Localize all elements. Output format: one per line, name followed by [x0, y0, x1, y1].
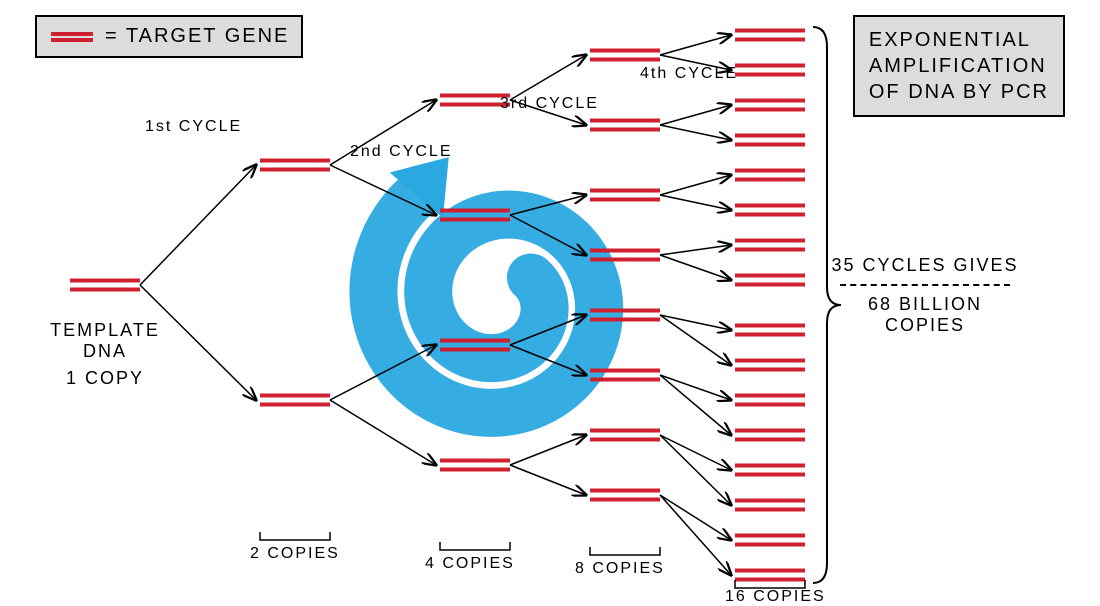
after35-label: 35 CYCLES GIVES: [820, 255, 1030, 276]
title-line1: EXPONENTIAL: [869, 27, 1049, 53]
cycle4-label: 4th CYCLE: [640, 65, 738, 83]
template-caption: TEMPLATEDNA 1 COPY: [40, 320, 170, 389]
cycle3-label: 3rd CYCLE: [500, 95, 599, 113]
legend-box: = TARGET GENE: [35, 15, 303, 58]
template-label: TEMPLATEDNA: [40, 320, 170, 362]
template-copies: 1 COPY: [40, 368, 170, 389]
copies16: 16 COPIES: [725, 588, 826, 606]
title-box: EXPONENTIAL AMPLIFICATION OF DNA BY PCR: [853, 15, 1065, 117]
after35-copies2: COPIES: [820, 315, 1030, 336]
billion-caption: 35 CYCLES GIVES 68 BILLION COPIES: [820, 255, 1030, 336]
copies4: 4 COPIES: [425, 555, 515, 573]
title-line3: OF DNA BY PCR: [869, 79, 1049, 105]
copies8: 8 COPIES: [575, 560, 665, 578]
title-line2: AMPLIFICATION: [869, 53, 1049, 79]
cycle2-label: 2nd CYCLE: [350, 143, 453, 161]
after35-copies1: 68 BILLION: [820, 294, 1030, 315]
legend-text: = TARGET GENE: [105, 25, 289, 48]
copies2: 2 COPIES: [250, 545, 340, 563]
target-gene-icon: [49, 30, 95, 44]
cycle1-label: 1st CYCLE: [145, 118, 242, 136]
